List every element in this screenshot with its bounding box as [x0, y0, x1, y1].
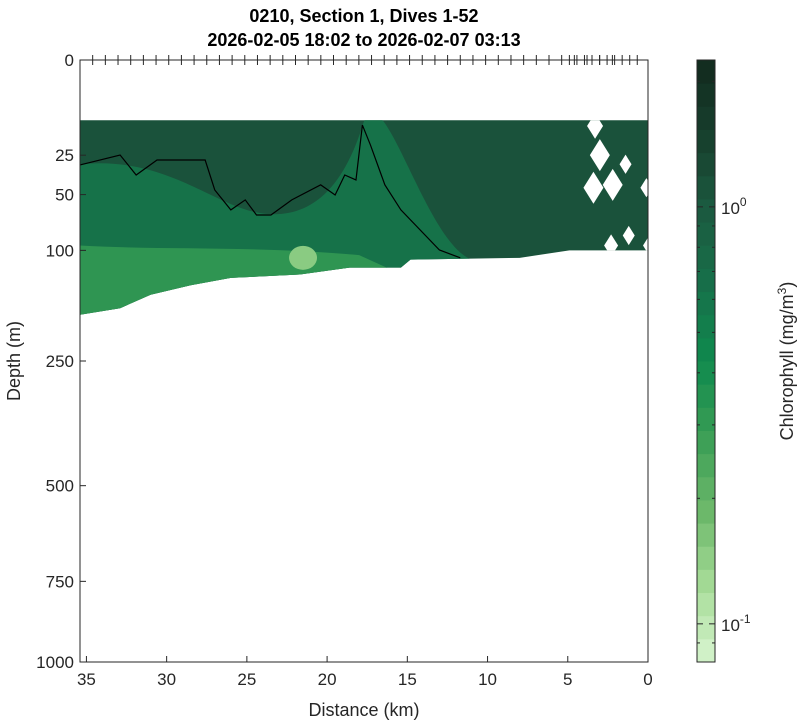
colorbar-band: [697, 407, 715, 431]
chart-title-line-1: 0210, Section 1, Dives 1-52: [249, 6, 478, 26]
colorbar-band: [697, 129, 715, 154]
field-lower-layer: [80, 245, 408, 315]
colorbar-band: [697, 106, 715, 130]
colorbar-frame: [696, 59, 716, 663]
y-axis: 0 25 50 100 250 500 750 1000: [36, 51, 86, 672]
colorbar-band: [697, 384, 715, 408]
colorbar-band: [697, 268, 715, 293]
colorbar-tick-label: 100: [721, 195, 747, 218]
colorbar-band: [697, 592, 715, 617]
y-tick-label: 1000: [36, 653, 74, 672]
y-tick-label: 500: [46, 477, 74, 496]
y-tick-label: 250: [46, 352, 74, 371]
x-tick-label: 20: [318, 670, 337, 689]
colorbar-band: [697, 453, 715, 478]
colorbar-band: [697, 152, 715, 177]
colorbar-band: [697, 569, 715, 594]
x-tick-label: 10: [478, 670, 497, 689]
data-gap: [587, 120, 604, 139]
colorbar-band: [697, 222, 715, 246]
x-axis: 35 30 25 20 15 10 5 0: [77, 656, 653, 689]
data-gap: [640, 178, 648, 198]
colorbar-band: [697, 175, 715, 200]
y-tick-label: 750: [46, 572, 74, 591]
x-tick-label: 0: [643, 670, 652, 689]
colorbar-ticks: 100 10-1: [697, 80, 751, 644]
data-gap: [622, 225, 635, 246]
colorbar-band: [697, 476, 715, 501]
y-tick-label: 0: [65, 51, 74, 70]
data-gap: [583, 171, 604, 204]
y-tick-label: 25: [55, 146, 74, 165]
dive-position-ticks: [92, 55, 638, 65]
colorbar-band: [697, 546, 715, 570]
colorbar-band: [697, 291, 715, 316]
colorbar-band: [697, 83, 715, 107]
colorbar-tick-label: 10-1: [721, 612, 751, 635]
colorbar-label: Chlorophyll (mg/m3): [775, 282, 797, 441]
chlorophyll-field: [80, 120, 648, 315]
colorbar-band: [697, 60, 715, 84]
colorbar-band: [697, 198, 715, 223]
x-tick-label: 15: [398, 670, 417, 689]
colorbar-band: [697, 638, 715, 663]
colorbar-band: [697, 314, 715, 339]
chart-title-line-2: 2026-02-05 18:02 to 2026-02-07 03:13: [207, 30, 520, 50]
data-gap: [602, 168, 623, 201]
colorbar: [697, 60, 715, 663]
data-gap: [589, 139, 610, 172]
x-tick-label: 35: [77, 670, 96, 689]
x-tick-label: 30: [157, 670, 176, 689]
colorbar-band: [697, 361, 715, 385]
colorbar-band: [697, 337, 715, 362]
y-axis-label: Depth (m): [4, 321, 24, 401]
x-axis-label: Distance (km): [308, 700, 419, 720]
data-gap: [619, 154, 632, 174]
contour-line: [79, 124, 461, 259]
x-tick-label: 5: [563, 670, 572, 689]
colorbar-band: [697, 615, 715, 640]
colorbar-band: [697, 499, 715, 524]
colorbar-band: [697, 430, 715, 455]
x-tick-label: 25: [237, 670, 256, 689]
data-gap: [643, 237, 648, 254]
field-low-patch: [289, 245, 318, 270]
colorbar-band: [697, 523, 715, 547]
y-tick-label: 100: [46, 241, 74, 260]
colorbar-band: [697, 245, 715, 269]
y-tick-label: 50: [55, 186, 74, 205]
